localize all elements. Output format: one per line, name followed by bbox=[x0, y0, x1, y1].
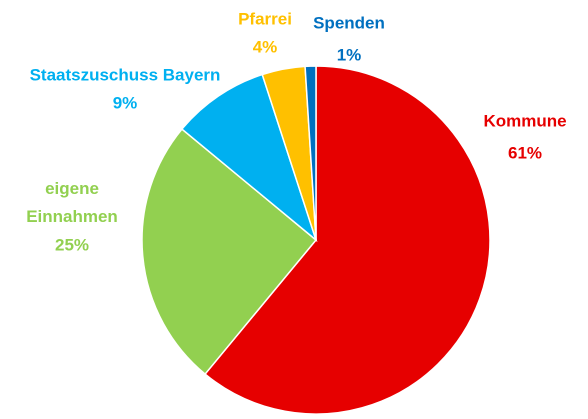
slice-label: eigene Einnahmen bbox=[26, 179, 118, 226]
pie-slice bbox=[204, 65, 491, 415]
slice-value-label: 1% bbox=[337, 45, 362, 64]
slice-value-label: 4% bbox=[253, 37, 278, 56]
slice-value-label: 25% bbox=[55, 235, 89, 254]
pie-slice bbox=[304, 65, 317, 241]
pie-slice bbox=[141, 128, 318, 376]
pie-slice bbox=[180, 73, 318, 243]
slice-value-label: 61% bbox=[508, 143, 542, 162]
slice-value-label: 9% bbox=[113, 93, 138, 112]
slice-label: Staatszuschuss Bayern bbox=[30, 65, 221, 84]
slice-label: Spenden bbox=[313, 13, 385, 32]
slice-label: Kommune bbox=[483, 111, 566, 130]
slice-label: Pfarrei bbox=[238, 9, 292, 28]
